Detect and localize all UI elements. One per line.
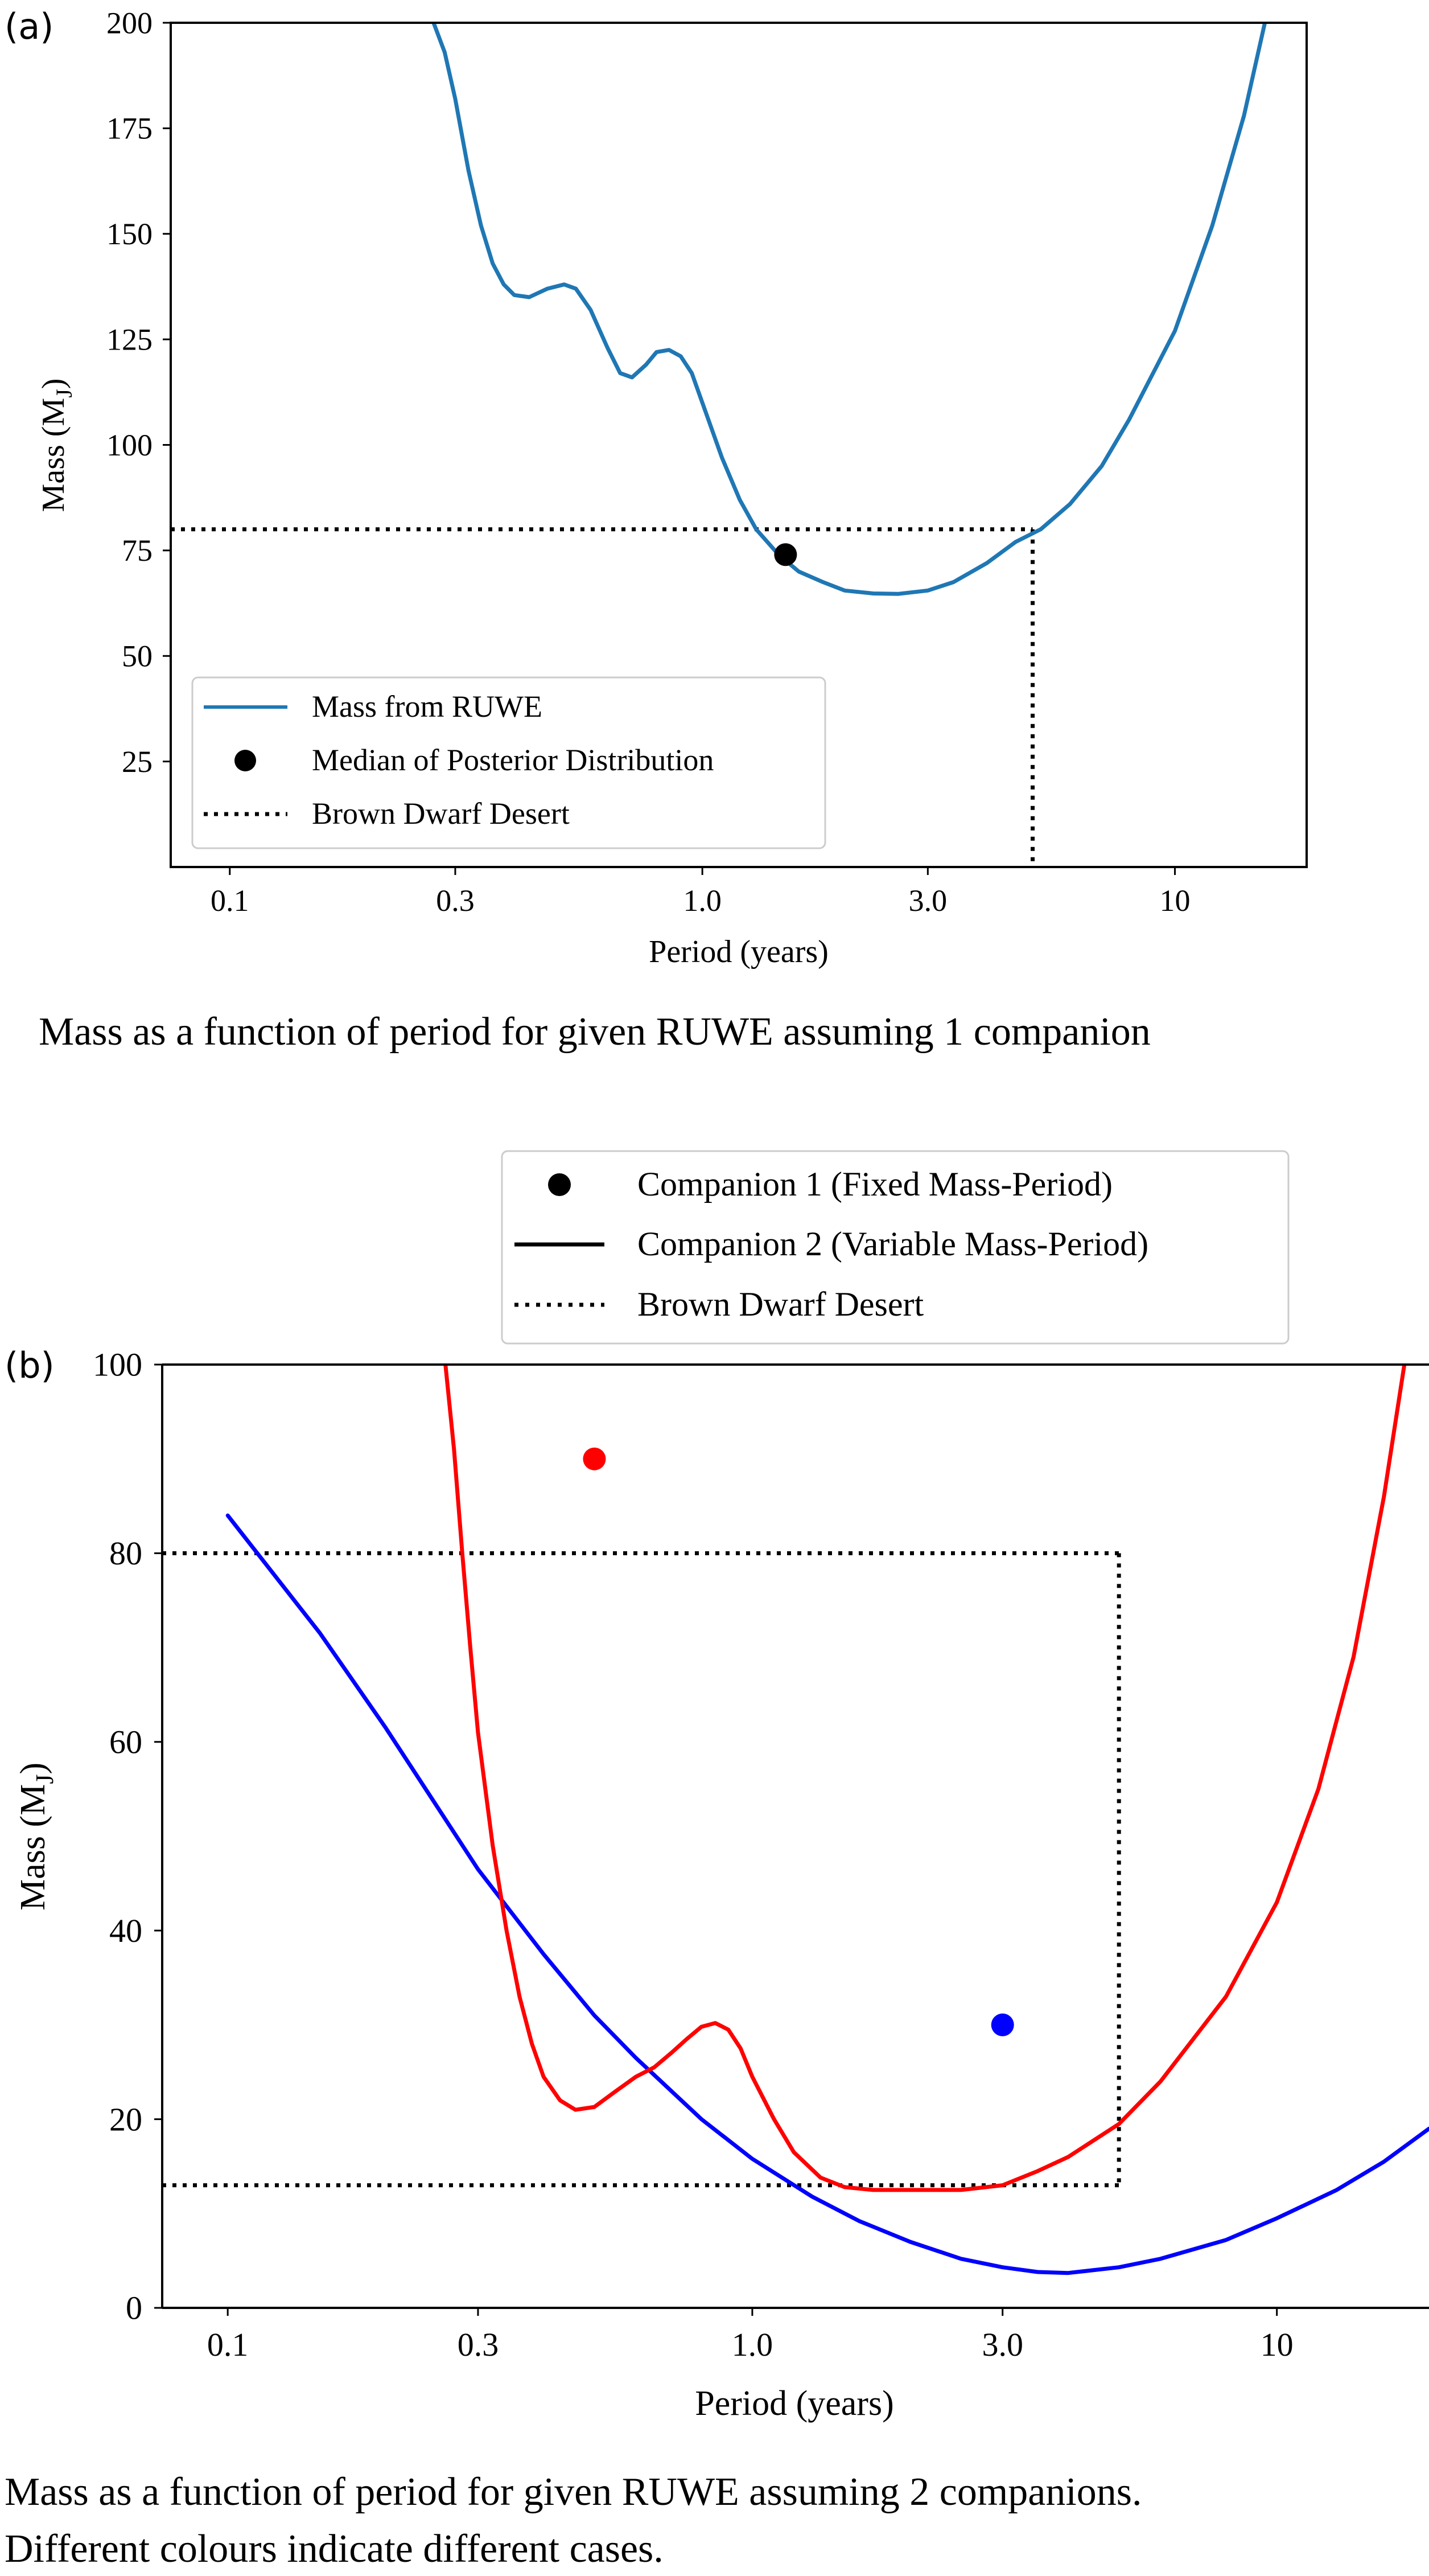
- panel-b-label: (b): [5, 1345, 55, 1386]
- x-tick-label: 1.0: [732, 2326, 773, 2363]
- legend-a-box: [191, 676, 826, 849]
- caption-b-line-2: Different colours indicate different cas…: [5, 2527, 664, 2571]
- y-tick-label: 50: [122, 639, 153, 673]
- y-tick-label: 80: [109, 1535, 142, 1572]
- x-axis-ticks: 0.1 0.3 1.0 3.0 10: [211, 867, 1191, 918]
- data-point-1: [991, 2013, 1014, 2036]
- legend-marker-swatch: [548, 1173, 571, 1196]
- series-line-0: [431, 23, 1267, 596]
- legend-b-box: [501, 1150, 1290, 1345]
- x-tick-label: 1.0: [683, 884, 722, 918]
- legend-b: Companion 1 (Fixed Mass-Period) Companio…: [501, 1150, 1290, 1345]
- legend-marker-swatch: [234, 750, 256, 771]
- caption-b-line-1: Mass as a function of period for given R…: [5, 2470, 1142, 2514]
- y-axis-label: Mass (MJ): [36, 379, 77, 512]
- y-tick-label: 175: [106, 112, 153, 146]
- legend-a-item-1: Median of Posterior Distribution: [312, 743, 714, 777]
- companion-2-curves: [225, 1365, 1429, 2275]
- x-tick-label: 10: [1160, 884, 1191, 918]
- legend-b-item-1: Companion 2 (Variable Mass-Period): [637, 1225, 1148, 1263]
- x-tick-label: 10: [1261, 2326, 1294, 2363]
- x-tick-label: 3.0: [909, 884, 948, 918]
- y-axis-ticks: 0 20 40 60 80 100: [93, 1346, 162, 2327]
- y-tick-label: 40: [109, 1912, 142, 1949]
- x-axis-label: Period (years): [695, 2384, 893, 2423]
- y-tick-label: 60: [109, 1724, 142, 1761]
- x-axis-ticks: 0.1 0.3 1.0 3.0 10: [207, 2308, 1294, 2363]
- x-axis-label: Period (years): [649, 934, 829, 969]
- y-tick-label: 20: [109, 2101, 142, 2138]
- median-posterior-points: [774, 543, 797, 566]
- panel-a-label: (a): [5, 6, 53, 47]
- data-point-0: [583, 1447, 606, 1470]
- legend-a-item-2: Brown Dwarf Desert: [312, 796, 570, 831]
- y-tick-label: 200: [106, 6, 153, 40]
- legend-b-item-2: Brown Dwarf Desert: [637, 1285, 924, 1323]
- series-line-0: [225, 1513, 1429, 2275]
- brown-dwarf-desert-lines: [171, 527, 1035, 867]
- y-tick-label: 0: [126, 2290, 142, 2327]
- mass-from-ruwe-curve: [431, 23, 1267, 596]
- y-tick-label: 25: [122, 745, 153, 779]
- brown-dwarf-desert-box: [162, 1551, 1121, 2188]
- y-tick-label: 125: [106, 322, 153, 356]
- y-tick-label: 100: [93, 1346, 142, 1383]
- legend-a: Mass from RUWE Median of Posterior Distr…: [191, 676, 826, 849]
- series-line-1: [443, 1365, 1407, 2192]
- y-tick-label: 75: [122, 533, 153, 568]
- x-tick-label: 0.1: [207, 2326, 249, 2363]
- y-axis-label: Mass (MJ): [14, 1762, 59, 1911]
- x-tick-label: 0.3: [458, 2326, 499, 2363]
- data-point-0: [774, 543, 797, 566]
- y-axis-ticks: 25 50 75 100 125 150 175 200: [106, 6, 171, 779]
- legend-b-item-0: Companion 1 (Fixed Mass-Period): [637, 1165, 1113, 1203]
- y-tick-label: 100: [106, 428, 153, 462]
- y-tick-label: 150: [106, 217, 153, 251]
- x-tick-label: 3.0: [982, 2326, 1023, 2363]
- x-tick-label: 0.3: [436, 884, 475, 918]
- companion-1-points: [583, 1447, 1014, 2036]
- x-tick-label: 0.1: [211, 884, 249, 918]
- panel-b: Companion 1 (Fixed Mass-Period) Companio…: [5, 1150, 1429, 2571]
- caption-a: Mass as a function of period for given R…: [39, 1010, 1151, 1054]
- panel-a: (a) 0.1 0.3 1.0 3.0 10 25 50 75 100 125 150 175 200…: [5, 6, 1308, 1054]
- legend-a-item-0: Mass from RUWE: [312, 689, 542, 724]
